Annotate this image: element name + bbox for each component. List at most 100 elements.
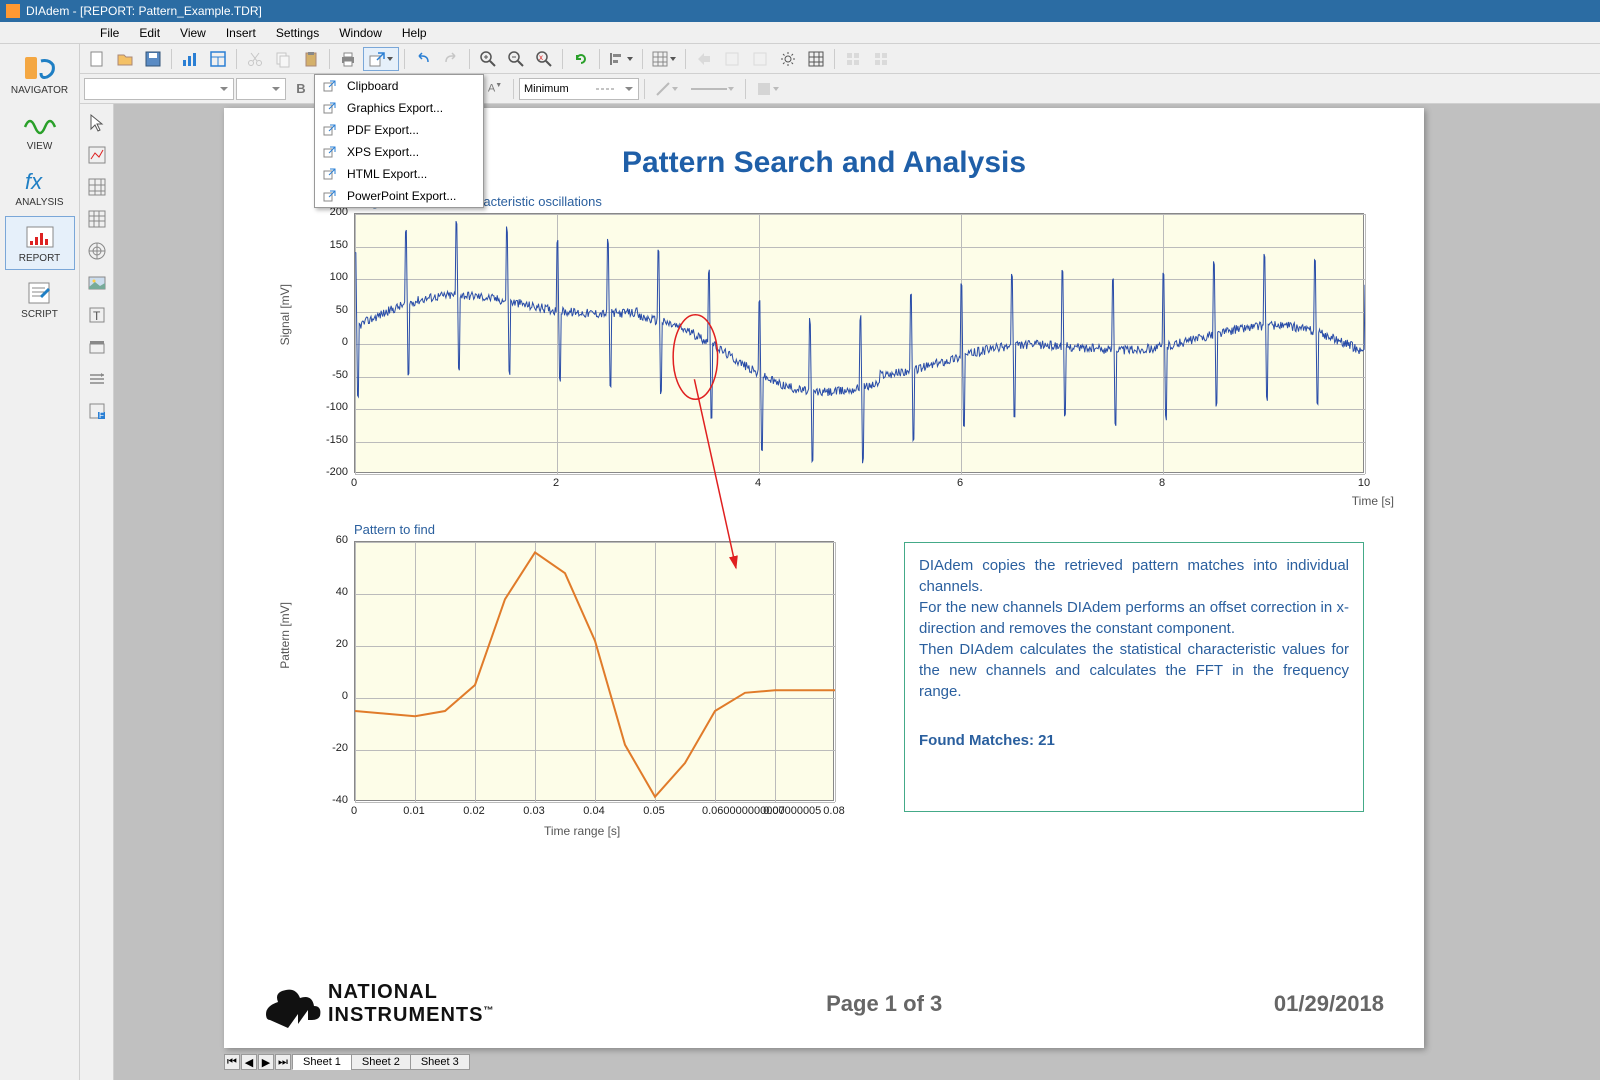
menu-window[interactable]: Window <box>329 26 392 40</box>
sheet-nav-last[interactable]: ⏭ <box>275 1054 291 1070</box>
sheet-tab-3[interactable]: Sheet 3 <box>410 1054 470 1070</box>
chart1-ylabel: Signal [mV] <box>278 284 292 345</box>
zoom-in-button[interactable] <box>475 47 501 71</box>
export-clipboard[interactable]: Clipboard <box>315 75 483 97</box>
logo-line1: NATIONAL <box>328 981 494 1004</box>
menu-file[interactable]: File <box>90 26 129 40</box>
polar-tool[interactable] <box>84 238 110 264</box>
drawing-tools: T F <box>80 104 114 1080</box>
analysis-label: ANALYSIS <box>15 197 63 208</box>
script-module-button[interactable]: SCRIPT <box>5 272 75 326</box>
redo-button[interactable] <box>438 47 464 71</box>
script-label: SCRIPT <box>21 309 58 320</box>
svg-text:F: F <box>99 411 104 420</box>
refresh-button[interactable] <box>568 47 594 71</box>
new-button[interactable] <box>84 47 110 71</box>
grid-button[interactable] <box>648 47 680 71</box>
export-html[interactable]: HTML Export... <box>315 163 483 185</box>
export-icon <box>323 166 341 182</box>
menu-edit[interactable]: Edit <box>129 26 170 40</box>
menu-view[interactable]: View <box>170 26 216 40</box>
image-tool[interactable] <box>84 270 110 296</box>
print-button[interactable] <box>335 47 361 71</box>
table-button[interactable] <box>803 47 829 71</box>
tb-btn-4[interactable] <box>840 47 866 71</box>
tb-btn-5[interactable] <box>868 47 894 71</box>
sheet-nav-first[interactable]: ⏮ <box>224 1054 240 1070</box>
paste-button[interactable] <box>298 47 324 71</box>
info-text: DIAdem copies the retrieved pattern matc… <box>919 555 1349 702</box>
shape-tool[interactable] <box>84 334 110 360</box>
export-powerpoint[interactable]: PowerPoint Export... <box>315 185 483 207</box>
line-color-button[interactable] <box>650 77 684 101</box>
export-icon <box>323 188 341 204</box>
export-dropdown-button[interactable] <box>363 47 399 71</box>
sheet-nav-next[interactable]: ▶ <box>258 1054 274 1070</box>
menu-settings[interactable]: Settings <box>266 26 329 40</box>
curve-mode-value: Minimum <box>524 83 569 95</box>
sheet-nav-prev[interactable]: ◀ <box>241 1054 257 1070</box>
chart-button[interactable] <box>177 47 203 71</box>
tb-btn-1[interactable] <box>691 47 717 71</box>
export-icon <box>323 100 341 116</box>
grid2-tool[interactable] <box>84 206 110 232</box>
undo-button[interactable] <box>410 47 436 71</box>
export-xps[interactable]: XPS Export... <box>315 141 483 163</box>
chart1-plot-area <box>354 213 1364 473</box>
cursor-tool[interactable] <box>84 110 110 136</box>
export-pdf[interactable]: PDF Export... <box>315 119 483 141</box>
navigator-module-button[interactable]: NAVIGATOR <box>5 48 75 102</box>
fill-button[interactable] <box>751 77 785 101</box>
line-chart-tool[interactable] <box>84 142 110 168</box>
menu-help[interactable]: Help <box>392 26 437 40</box>
chart1-xlabel: Time [s] <box>1352 494 1394 508</box>
navigator-icon <box>23 55 57 83</box>
curve-mode-combo[interactable]: Minimum <box>519 78 639 100</box>
tb-btn-3[interactable] <box>747 47 773 71</box>
zoom-out-button[interactable] <box>503 47 529 71</box>
chart1-title: Original data with characteristic oscill… <box>354 194 1394 209</box>
font-combo[interactable] <box>84 78 234 100</box>
info-box: DIAdem copies the retrieved pattern matc… <box>904 542 1364 812</box>
settings-button[interactable] <box>775 47 801 71</box>
toolbar-main: x <box>80 44 1600 74</box>
align-button[interactable] <box>605 47 637 71</box>
text-tool[interactable]: T <box>84 302 110 328</box>
formula-tool[interactable]: F <box>84 398 110 424</box>
tb-btn-2[interactable] <box>719 47 745 71</box>
export-graphics[interactable]: Graphics Export... <box>315 97 483 119</box>
zoom-fit-button[interactable]: x <box>531 47 557 71</box>
sheet-tab-1[interactable]: Sheet 1 <box>292 1054 352 1070</box>
arrow-tool[interactable] <box>84 366 110 392</box>
report-canvas[interactable]: Pattern Search and Analysis Original dat… <box>114 104 1600 1080</box>
save-button[interactable] <box>140 47 166 71</box>
navigator-label: NAVIGATOR <box>11 85 68 96</box>
dropdown-label: XPS Export... <box>347 145 419 159</box>
menu-insert[interactable]: Insert <box>216 26 266 40</box>
cut-button[interactable] <box>242 47 268 71</box>
bold-button[interactable]: B <box>288 77 314 101</box>
sheet-tabs: ⏮ ◀ ▶ ⏭ Sheet 1 Sheet 2 Sheet 3 <box>224 1052 469 1072</box>
copy-button[interactable] <box>270 47 296 71</box>
view-label: VIEW <box>27 141 53 152</box>
report-module-button[interactable]: REPORT <box>5 216 75 270</box>
export-dropdown-menu: Clipboard Graphics Export... PDF Export.… <box>314 74 484 208</box>
view-module-button[interactable]: VIEW <box>5 104 75 158</box>
font-shrink-button[interactable]: A▼ <box>482 77 508 101</box>
sheet-tab-2[interactable]: Sheet 2 <box>351 1054 411 1070</box>
analysis-icon: fx <box>23 167 57 195</box>
size-combo[interactable] <box>236 78 286 100</box>
grid-tool[interactable] <box>84 174 110 200</box>
export-icon <box>323 78 341 94</box>
chart2-xlabel: Time range [s] <box>544 824 620 838</box>
menubar: File Edit View Insert Settings Window He… <box>0 22 1600 44</box>
analysis-module-button[interactable]: fx ANALYSIS <box>5 160 75 214</box>
line-style-button[interactable] <box>686 77 740 101</box>
chart2-ylabel: Pattern [mV] <box>278 602 292 669</box>
chart-original-data: Original data with characteristic oscill… <box>284 194 1394 473</box>
app-icon <box>6 4 20 18</box>
open-button[interactable] <box>112 47 138 71</box>
report-icon <box>23 223 57 251</box>
chart2-plot-area <box>354 541 834 801</box>
layout-button[interactable] <box>205 47 231 71</box>
